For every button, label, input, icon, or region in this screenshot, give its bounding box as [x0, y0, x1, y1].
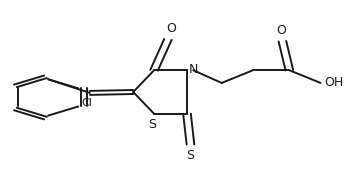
Text: O: O [276, 24, 286, 37]
Text: Cl: Cl [82, 98, 93, 108]
Text: N: N [189, 63, 198, 76]
Text: S: S [187, 149, 195, 162]
Text: OH: OH [324, 76, 343, 89]
Text: S: S [148, 118, 156, 131]
Text: O: O [167, 22, 176, 35]
